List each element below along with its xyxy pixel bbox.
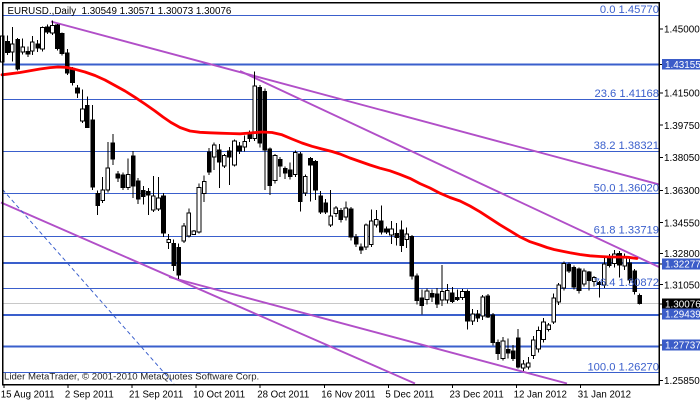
- svg-text:28 Oct 2011: 28 Oct 2011: [257, 390, 309, 401]
- svg-text:0.0 1.45770: 0.0 1.45770: [600, 4, 659, 16]
- svg-text:1.43155: 1.43155: [665, 60, 700, 71]
- svg-text:1.32800: 1.32800: [664, 249, 700, 260]
- svg-text:5 Dec 2011: 5 Dec 2011: [385, 390, 434, 401]
- svg-text:76.4 1.30872: 76.4 1.30872: [594, 277, 659, 289]
- svg-text:EURUSD.,Daily 1.30549 1.30571: EURUSD.,Daily 1.30549 1.30571 1.30073 1.…: [8, 6, 232, 17]
- svg-text:38.2 1.38321: 38.2 1.38321: [594, 140, 659, 152]
- svg-text:Lider MetaTrader, © 2001-2010: Lider MetaTrader, © 2001-2010 MetaQuotes…: [4, 372, 259, 383]
- svg-text:16 Nov 2011: 16 Nov 2011: [321, 390, 375, 401]
- svg-text:1.25850: 1.25850: [664, 376, 700, 387]
- svg-text:1.36300: 1.36300: [664, 186, 700, 197]
- svg-text:21 Sep 2011: 21 Sep 2011: [129, 390, 183, 401]
- svg-text:1.38050: 1.38050: [664, 153, 700, 164]
- svg-text:2 Sep 2011: 2 Sep 2011: [65, 390, 114, 401]
- svg-text:15 Aug 2011: 15 Aug 2011: [1, 390, 55, 401]
- svg-text:61.8 1.33719: 61.8 1.33719: [594, 225, 659, 237]
- svg-text:10 Oct 2011: 10 Oct 2011: [193, 390, 245, 401]
- svg-text:12 Jan 2012: 12 Jan 2012: [514, 390, 567, 401]
- svg-text:1.29439: 1.29439: [665, 310, 700, 321]
- svg-text:1.27737: 1.27737: [665, 341, 700, 352]
- svg-text:1.32277: 1.32277: [665, 260, 700, 271]
- svg-text:1.41500: 1.41500: [664, 89, 700, 100]
- svg-text:50.0 1.36020: 50.0 1.36020: [594, 182, 659, 194]
- svg-text:1.34550: 1.34550: [664, 218, 700, 229]
- svg-text:1.31050: 1.31050: [664, 280, 700, 291]
- svg-text:31 Jan 2012: 31 Jan 2012: [578, 390, 631, 401]
- svg-text:100.0 1.26270: 100.0 1.26270: [587, 361, 659, 373]
- svg-text:1.39750: 1.39750: [664, 121, 700, 132]
- svg-text:23 Dec 2011: 23 Dec 2011: [450, 390, 504, 401]
- svg-text:1.30076: 1.30076: [665, 299, 700, 310]
- svg-text:23.6 1.41168: 23.6 1.41168: [595, 88, 660, 100]
- svg-text:1.45000: 1.45000: [664, 25, 700, 36]
